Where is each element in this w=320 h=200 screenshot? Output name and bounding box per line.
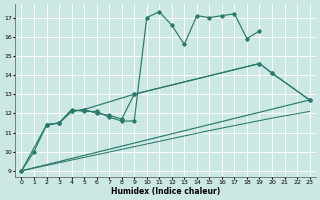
X-axis label: Humidex (Indice chaleur): Humidex (Indice chaleur) [111, 187, 220, 196]
